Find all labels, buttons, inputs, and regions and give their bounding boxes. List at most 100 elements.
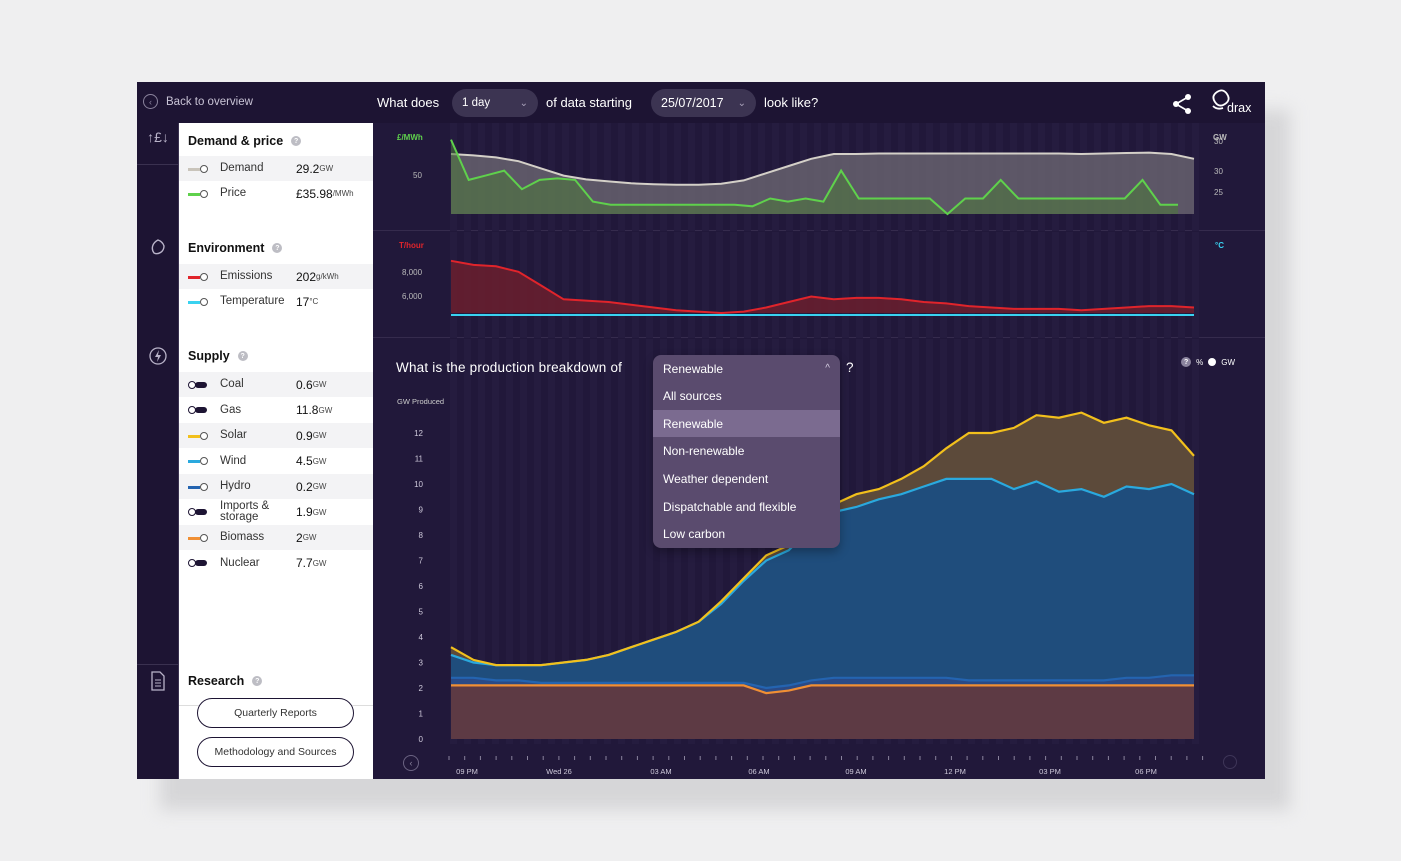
scroll-right-button[interactable]: [1223, 755, 1237, 769]
dropdown-option-selected[interactable]: Renewable: [653, 409, 840, 438]
grid-band: [604, 339, 611, 744]
metric-value: 4.5: [296, 454, 313, 468]
toggle-switch[interactable]: [188, 405, 210, 415]
grid-band: [744, 123, 751, 231]
document-icon[interactable]: [147, 671, 169, 693]
metric-row-temperature[interactable]: Temperature 17 °C: [179, 289, 373, 314]
grid-band: [632, 339, 639, 744]
toggle-switch[interactable]: [188, 189, 210, 199]
grid-band: [1136, 232, 1143, 338]
grid-band: [464, 339, 471, 744]
grid-band: [660, 232, 667, 338]
drax-logo[interactable]: drax: [1209, 88, 1253, 119]
dropdown-option[interactable]: Low carbon: [663, 527, 726, 542]
grid-band: [450, 339, 457, 744]
toggle-switch[interactable]: [188, 558, 210, 568]
methodology-button[interactable]: Methodology and Sources: [197, 737, 354, 767]
metric-row-gas[interactable]: Gas 11.8 GW: [179, 398, 373, 423]
help-icon[interactable]: ?: [237, 351, 248, 361]
dropdown-option[interactable]: Dispatchable and flexible: [663, 499, 797, 514]
metric-row-solar[interactable]: Solar 0.9 GW: [179, 423, 373, 448]
grid-band: [604, 232, 611, 338]
metric-value: 29.2: [296, 161, 320, 176]
toggle-switch[interactable]: [188, 164, 210, 174]
metric-row-imports-storage[interactable]: Imports & storage 1.9 GW: [179, 500, 373, 525]
leaf-icon[interactable]: [147, 237, 169, 259]
grid-band: [856, 232, 863, 338]
metric-unit: /MWh: [332, 189, 354, 198]
toggle-switch[interactable]: [188, 272, 210, 282]
toggle-switch[interactable]: [188, 507, 210, 517]
help-icon[interactable]: ?: [291, 136, 302, 146]
metric-label: Biomass: [220, 531, 265, 543]
grid-band: [744, 232, 751, 338]
question-mid: of data starting: [546, 95, 632, 110]
grid-band: [968, 232, 975, 338]
y-axis-label: GW Produced: [397, 397, 445, 406]
right-tick: 25: [1214, 188, 1223, 197]
metric-value: 0.9: [296, 428, 313, 443]
toggle-switch[interactable]: [188, 431, 210, 441]
dropdown-option[interactable]: All sources: [663, 388, 722, 403]
toggle-switch[interactable]: [188, 297, 210, 307]
right-unit-label: GW: [1213, 133, 1227, 142]
lightning-icon[interactable]: [147, 346, 169, 368]
top-bar: ‹ Back to overview What does 1 day ⌄ of …: [137, 82, 1265, 123]
grid-band: [940, 232, 947, 338]
grid-band: [730, 123, 737, 231]
metric-row-price[interactable]: Price £35.98/MWh: [179, 181, 373, 206]
dropdown-current[interactable]: Renewable ^: [653, 355, 840, 382]
y-tick-label: 5: [419, 608, 424, 617]
grid-band: [842, 232, 849, 338]
breakdown-question: What is the production breakdown of: [396, 360, 623, 375]
toggle-switch[interactable]: [188, 533, 210, 543]
left-unit-label: T/hour: [399, 241, 424, 250]
grid-band: [1192, 232, 1199, 338]
metric-value: 1.9: [296, 505, 313, 519]
metric-row-emissions[interactable]: Emissions 202 g/kWh: [179, 264, 373, 289]
metric-label: Solar: [220, 429, 247, 441]
scroll-left-button[interactable]: ‹: [403, 755, 419, 771]
question-end: look like?: [764, 95, 819, 110]
toggle-switch[interactable]: [188, 456, 210, 466]
toggle-switch[interactable]: [188, 482, 210, 492]
metric-row-nuclear[interactable]: Nuclear 7.7 GW: [179, 551, 373, 576]
question-start: What does: [377, 95, 440, 110]
metric-row-demand[interactable]: Demand 29.2 GW: [179, 156, 373, 181]
pct-option[interactable]: %: [1196, 357, 1204, 367]
left-tick: 50: [413, 171, 422, 180]
grid-band: [646, 339, 653, 744]
grid-band: [954, 232, 961, 338]
grid-band: [1066, 232, 1073, 338]
grid-band: [926, 232, 933, 338]
metric-row-coal[interactable]: Coal 0.6 GW: [179, 372, 373, 397]
back-to-overview-link[interactable]: ‹ Back to overview: [143, 94, 253, 109]
quarterly-reports-button[interactable]: Quarterly Reports: [197, 698, 354, 728]
grid-band: [716, 232, 723, 338]
metric-label: Emissions: [220, 270, 273, 282]
period-select[interactable]: 1 day ⌄: [452, 89, 538, 117]
help-icon[interactable]: ?: [1181, 357, 1192, 367]
metric-unit: GW: [312, 380, 327, 389]
metric-row-wind[interactable]: Wind 4.5 GW: [179, 449, 373, 474]
help-icon[interactable]: ?: [272, 243, 283, 253]
demand-price-heading: Demand & price ?: [188, 134, 302, 148]
dropdown-option[interactable]: Weather dependent: [663, 471, 769, 486]
env-title: Environment: [188, 241, 265, 255]
unit-toggle[interactable]: ? % GW: [1181, 357, 1235, 367]
grid-band: [1122, 232, 1129, 338]
dropdown-option[interactable]: Non-renewable: [663, 444, 745, 459]
date-select[interactable]: 25/07/2017 ⌄: [651, 89, 756, 117]
research-title: Research: [188, 674, 245, 688]
pound-exchange-icon[interactable]: ↑£↓: [147, 129, 169, 145]
metric-row-biomass[interactable]: Biomass 2 GW: [179, 525, 373, 550]
grid-band: [646, 123, 653, 231]
toggle-switch[interactable]: [188, 380, 210, 390]
gw-option[interactable]: GW: [1221, 357, 1235, 367]
price-demand-chart: £/MWh GW 50 30 30 25: [373, 123, 1265, 231]
share-icon[interactable]: [1170, 92, 1194, 119]
metric-row-hydro[interactable]: Hydro 0.2 GW: [179, 474, 373, 499]
grid-band: [618, 339, 625, 744]
help-icon[interactable]: ?: [252, 676, 263, 686]
breakdown-dropdown[interactable]: Renewable ^ All sources Renewable Non-re…: [653, 355, 840, 548]
